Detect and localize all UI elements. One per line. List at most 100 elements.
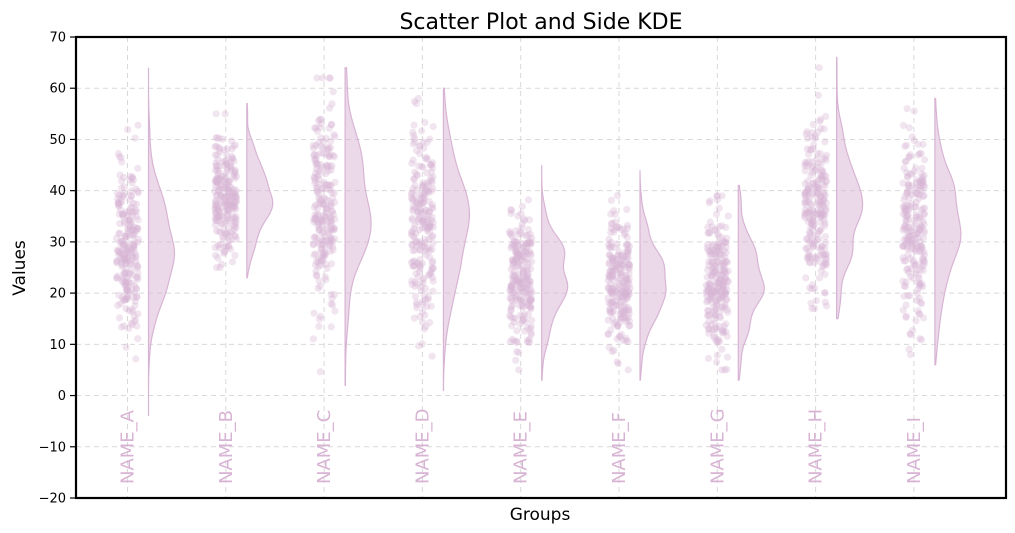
scatter-point xyxy=(312,258,321,266)
scatter-point xyxy=(714,291,723,299)
scatter-point xyxy=(622,291,630,299)
scatter-point xyxy=(710,314,718,322)
scatter-point xyxy=(127,319,135,327)
scatter-point xyxy=(901,205,909,213)
scatter-point xyxy=(415,268,423,276)
scatter-point xyxy=(419,182,427,190)
scatter-point xyxy=(920,248,928,256)
y-tick-label: 30 xyxy=(49,235,66,250)
scatter-point xyxy=(323,205,331,213)
scatter-point xyxy=(801,188,809,197)
scatter-point xyxy=(414,208,422,216)
scatter-point xyxy=(624,240,632,248)
scatter-point xyxy=(420,215,428,223)
scatter-point xyxy=(328,100,336,108)
scatter-point xyxy=(614,251,623,259)
scatter-point xyxy=(132,213,140,221)
scatter-point xyxy=(128,173,136,181)
scatter-point xyxy=(511,242,519,250)
scatter-point xyxy=(911,246,920,254)
scatter-point xyxy=(708,287,717,295)
scatter-point xyxy=(817,171,825,179)
scatter-point xyxy=(820,189,828,197)
scatter-point xyxy=(317,216,325,224)
scatter-point xyxy=(420,191,428,199)
scatter-point xyxy=(808,225,817,233)
scatter-point xyxy=(913,266,921,274)
scatter-point xyxy=(904,182,912,191)
scatter-point xyxy=(420,209,428,217)
scatter-point xyxy=(609,254,617,262)
scatter-point xyxy=(721,289,729,297)
scatter-point xyxy=(317,120,325,128)
scatter-point xyxy=(516,252,525,260)
scatter-point xyxy=(127,208,135,216)
scatter-point xyxy=(213,179,222,187)
scatter-point xyxy=(526,286,534,294)
scatter-point xyxy=(225,201,234,209)
scatter-point xyxy=(916,226,924,235)
scatter-point xyxy=(605,284,613,292)
scatter-point xyxy=(211,243,219,251)
scatter-point xyxy=(722,257,730,265)
scatter-point xyxy=(713,358,721,366)
scatter-point xyxy=(408,231,416,239)
scatter-point xyxy=(220,249,228,257)
scatter-point xyxy=(128,203,136,211)
scatter-point xyxy=(513,262,521,270)
scatter-point xyxy=(225,178,233,186)
scatter-point xyxy=(708,290,716,298)
scatter-point xyxy=(318,245,326,253)
scatter-point xyxy=(809,190,818,198)
scatter-point xyxy=(226,229,234,237)
scatter-point xyxy=(919,173,927,181)
scatter-point xyxy=(124,244,133,252)
scatter-point xyxy=(212,162,220,170)
scatter-point xyxy=(706,197,714,205)
scatter-point xyxy=(809,120,817,128)
scatter-point xyxy=(522,318,530,326)
scatter-point xyxy=(113,274,121,282)
scatter-point xyxy=(514,241,522,250)
scatter-point xyxy=(232,235,240,243)
scatter-point xyxy=(718,233,726,241)
scatter-point xyxy=(119,240,127,248)
scatter-point xyxy=(327,182,335,190)
scatter-point xyxy=(918,280,926,288)
scatter-point xyxy=(223,214,232,222)
scatter-point xyxy=(808,236,816,244)
scatter-point xyxy=(901,205,910,213)
scatter-point xyxy=(606,300,615,308)
scatter-point xyxy=(128,321,136,329)
scatter-point xyxy=(707,293,715,301)
scatter-point xyxy=(721,301,729,309)
scatter-point xyxy=(613,286,622,294)
scatter-point xyxy=(330,224,338,232)
scatter-point xyxy=(809,240,817,248)
scatter-point xyxy=(516,228,524,236)
scatter-point xyxy=(902,225,910,234)
scatter-point xyxy=(712,336,720,344)
scatter-point xyxy=(321,213,329,221)
scatter-point xyxy=(427,168,436,176)
scatter-point xyxy=(708,320,716,328)
scatter-point xyxy=(315,322,323,330)
scatter-point xyxy=(130,293,138,301)
scatter-point xyxy=(912,198,920,207)
scatter-point xyxy=(717,248,725,256)
scatter-point xyxy=(418,259,426,267)
scatter-point xyxy=(818,242,826,250)
scatter-point xyxy=(607,210,615,218)
scatter-point xyxy=(805,238,813,246)
scatter-point xyxy=(809,213,817,221)
scatter-point xyxy=(906,330,914,338)
scatter-point xyxy=(224,206,232,215)
scatter-point xyxy=(616,293,624,301)
kde-curves xyxy=(147,56,962,416)
scatter-point xyxy=(118,158,126,166)
scatter-point xyxy=(317,249,325,257)
scatter-point xyxy=(117,206,125,214)
scatter-point xyxy=(707,282,715,290)
scatter-point xyxy=(224,230,232,238)
scatter-points xyxy=(113,64,929,376)
